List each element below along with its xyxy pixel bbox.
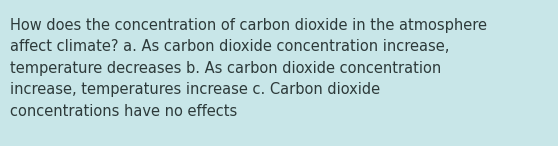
- Text: How does the concentration of carbon dioxide in the atmosphere
affect climate? a: How does the concentration of carbon dio…: [10, 18, 487, 119]
